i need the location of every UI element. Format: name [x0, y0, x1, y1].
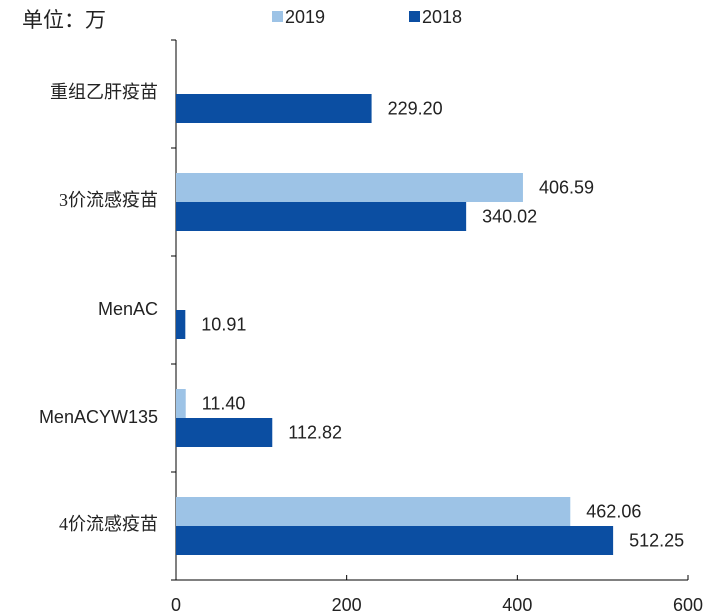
- y-tick-label: 重组乙肝疫苗: [50, 82, 158, 102]
- y-tick-label: MenACYW135: [39, 407, 158, 427]
- bar: [176, 526, 614, 555]
- x-tick-label: 600: [673, 595, 703, 615]
- legend-label: 2019: [285, 7, 325, 27]
- value-label: 462.06: [586, 501, 641, 521]
- bar: [176, 389, 186, 418]
- bar: [176, 497, 571, 526]
- legend-swatch: [272, 11, 283, 22]
- value-label: 229.20: [388, 98, 443, 118]
- y-tick-label: MenAC: [98, 299, 158, 319]
- value-label: 10.91: [201, 314, 246, 334]
- value-label: 340.02: [482, 206, 537, 226]
- bar: [176, 418, 273, 447]
- bar: [176, 94, 372, 123]
- value-label: 406.59: [539, 177, 594, 197]
- value-label: 11.40: [202, 393, 246, 413]
- bar: [176, 173, 523, 202]
- unit-label: 单位：万: [22, 8, 106, 32]
- y-tick-label: 3价流感疫苗: [59, 190, 158, 210]
- bar: [176, 202, 467, 231]
- value-label: 112.82: [288, 422, 342, 442]
- x-tick-label: 400: [502, 595, 532, 615]
- value-label: 512.25: [629, 530, 684, 550]
- legend-label: 2018: [422, 7, 462, 27]
- x-tick-label: 200: [332, 595, 362, 615]
- bar: [176, 310, 186, 339]
- y-tick-label: 4价流感疫苗: [59, 514, 158, 534]
- x-tick-label: 0: [171, 595, 181, 615]
- legend-swatch: [409, 11, 420, 22]
